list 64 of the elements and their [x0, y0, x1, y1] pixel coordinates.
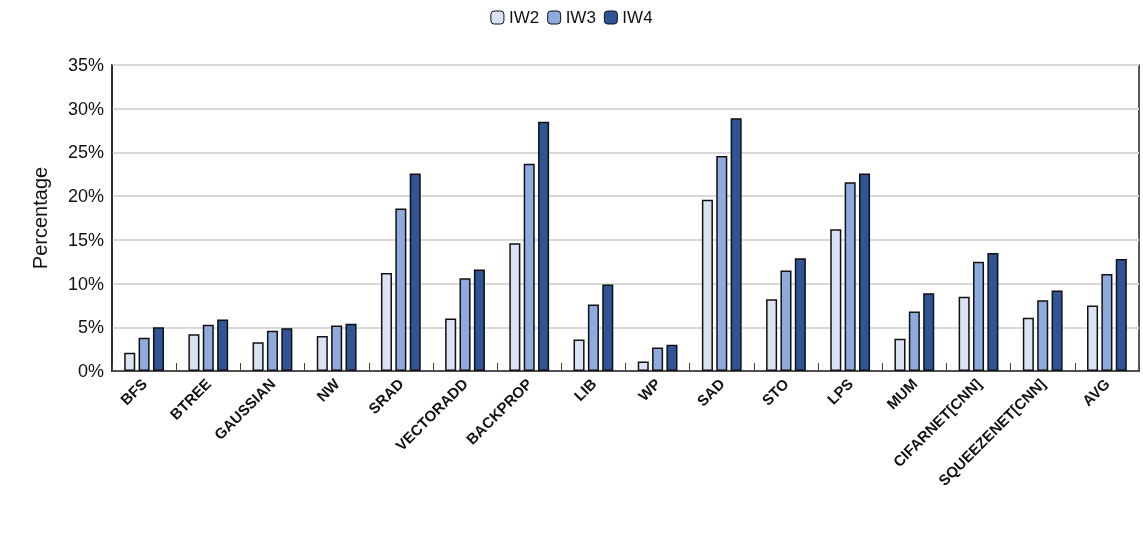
bar [538, 121, 550, 371]
bar [202, 324, 214, 371]
bar [1115, 259, 1127, 371]
bar [637, 361, 649, 371]
bar [894, 338, 906, 371]
bar [859, 173, 871, 371]
bar [958, 296, 970, 371]
bar [1087, 305, 1099, 371]
bar [331, 325, 343, 371]
y-tick-label: 15% [67, 229, 104, 250]
bar [652, 347, 664, 371]
bar [701, 199, 713, 371]
bar [830, 229, 842, 371]
bar [987, 252, 999, 371]
bar [923, 293, 935, 371]
bar [1037, 300, 1049, 371]
bar [716, 155, 728, 371]
bar [445, 318, 457, 371]
x-tick-label: NW [312, 374, 344, 405]
bar [316, 336, 328, 371]
bar [380, 273, 392, 371]
bar [573, 339, 585, 371]
y-tick-label: 10% [67, 273, 104, 294]
bar [666, 344, 678, 371]
y-tick-label: 30% [67, 98, 104, 119]
bar [188, 334, 200, 371]
bar [459, 278, 471, 371]
bar [217, 319, 229, 371]
bar [602, 284, 614, 371]
bar [152, 327, 164, 371]
bar [780, 270, 792, 371]
legend-label: IW3 [565, 8, 596, 27]
y-axis-title: Percentage [29, 166, 51, 270]
x-tick-label: WP [634, 374, 664, 405]
bar [252, 342, 264, 371]
bar [281, 328, 293, 371]
bar [1101, 273, 1113, 371]
bar [1022, 317, 1034, 371]
legend-label: IW4 [622, 8, 653, 27]
bar [409, 173, 421, 371]
bar [587, 304, 599, 371]
bar [266, 330, 278, 371]
x-tick-label: STO [758, 374, 793, 409]
y-tick-label: 35% [67, 55, 104, 75]
legend-label: IW2 [508, 8, 540, 27]
bar [1051, 290, 1063, 371]
y-tick-label: 0% [77, 361, 104, 381]
y-tick-label: 5% [77, 317, 104, 338]
bar [124, 352, 136, 371]
bar [345, 323, 357, 371]
y-tick-label: 25% [67, 142, 104, 163]
bar [395, 208, 407, 371]
bar [908, 311, 920, 371]
bar [138, 337, 150, 371]
bar [509, 243, 521, 371]
bar [766, 299, 778, 371]
bar [794, 258, 806, 371]
bar [473, 269, 485, 371]
x-tick-label: LIB [570, 374, 600, 405]
bar [973, 261, 985, 371]
bar [523, 163, 535, 371]
y-tick-label: 20% [67, 186, 104, 207]
bar [730, 118, 742, 371]
bar [844, 182, 856, 371]
